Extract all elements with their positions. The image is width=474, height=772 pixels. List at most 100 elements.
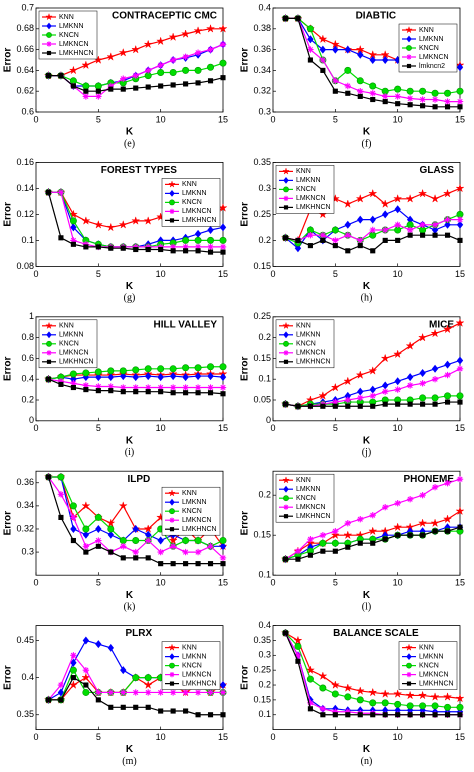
y-axis-label: Error [240, 665, 251, 690]
x-tick-label: 10 [156, 423, 166, 433]
x-tick-label: 0 [270, 269, 275, 279]
legend-label: KNCN [182, 199, 202, 206]
y-tick-label: 0.16 [16, 157, 34, 167]
y-tick-label: 0 [29, 415, 34, 425]
marker-square [158, 708, 164, 714]
marker-square [133, 246, 139, 253]
marker-plus [444, 371, 451, 379]
marker-square [220, 712, 226, 718]
marker-square [432, 232, 438, 238]
marker-circle [456, 392, 464, 400]
marker-plus [169, 672, 175, 678]
marker-square [145, 704, 151, 710]
marker-circle [207, 363, 215, 371]
marker-square [120, 86, 126, 92]
marker-square [282, 235, 289, 241]
marker-square [46, 50, 52, 56]
marker-star [417, 518, 428, 528]
marker-star [168, 535, 178, 545]
marker-diamond [283, 331, 289, 339]
marker-diamond [357, 50, 364, 59]
x-tick-label: 0 [270, 423, 275, 433]
marker-diamond [132, 524, 139, 533]
marker-square [420, 103, 426, 109]
marker-star [430, 328, 440, 338]
legend-label: lmkncn2 [419, 63, 445, 70]
y-tick-label: 0.4 [21, 374, 34, 384]
marker-star [156, 36, 166, 46]
chart-title: PLRX [126, 628, 153, 639]
marker-diamond [406, 373, 414, 382]
marker-diamond [207, 225, 214, 235]
marker-circle [69, 666, 77, 674]
marker-square [145, 246, 151, 253]
legend: KNN LMKNN KNCN LMKNCN LMKHNCN [275, 165, 335, 214]
marker-plus [406, 226, 414, 234]
x-tick-label: 10 [393, 423, 403, 433]
marker-plus [120, 384, 127, 391]
marker-plus [332, 528, 339, 535]
marker-diamond [319, 45, 327, 54]
marker-plus [419, 221, 426, 228]
marker-star [380, 353, 390, 363]
marker-plus [444, 480, 451, 487]
marker-plus [120, 75, 127, 82]
x-axis-label: K [363, 590, 371, 601]
marker-square [282, 630, 289, 636]
marker-star [405, 643, 413, 651]
marker-square [70, 83, 76, 89]
marker-circle [331, 690, 339, 698]
marker-square [108, 86, 114, 92]
x-axis-label: K [363, 435, 371, 446]
marker-plus [406, 54, 412, 60]
panel: 0.1 0.15 0.2 0 5 10 15 K Error (l) PHONEME [240, 470, 465, 612]
marker-circle [82, 688, 90, 696]
marker-square [220, 75, 226, 81]
marker-circle [94, 513, 102, 521]
caption: (i) [125, 447, 134, 458]
marker-star [330, 680, 340, 689]
marker-square [70, 241, 76, 247]
marker-square [95, 388, 101, 394]
marker-plus [219, 243, 227, 251]
marker-circle [144, 365, 152, 373]
y-tick-label: 0.12 [16, 209, 34, 219]
marker-circle [356, 77, 364, 85]
marker-square [83, 88, 89, 94]
marker-square [120, 245, 126, 251]
marker-square [207, 712, 214, 718]
marker-square [320, 67, 326, 73]
legend-label: KNN [59, 323, 74, 330]
marker-circle [169, 68, 177, 76]
x-tick-label: 0 [33, 578, 38, 588]
marker-plus [194, 689, 202, 696]
marker-plus [157, 384, 164, 391]
legend-label: LMKNN [296, 486, 321, 493]
y-axis-label: Error [240, 202, 251, 227]
marker-square [207, 561, 214, 567]
marker-circle [119, 537, 127, 545]
marker-plus [107, 689, 114, 696]
marker-star [305, 665, 316, 675]
marker-square [83, 244, 89, 250]
marker-plus [419, 96, 426, 103]
x-tick-label: 10 [393, 114, 403, 124]
marker-star [106, 52, 116, 61]
chart-title: PHONEME [403, 474, 454, 485]
x-axis-label: K [126, 590, 134, 601]
marker-square [320, 403, 326, 409]
marker-diamond [70, 524, 77, 533]
marker-plus [456, 98, 464, 105]
marker-square [170, 561, 176, 567]
y-tick-label: 0.25 [253, 209, 271, 219]
marker-circle [132, 537, 140, 545]
marker-square [307, 57, 313, 63]
y-tick-label: 0.62 [16, 86, 34, 96]
marker-square [457, 237, 463, 243]
marker-plus [207, 384, 214, 391]
x-tick-label: 15 [455, 114, 465, 124]
marker-diamond [394, 377, 401, 386]
x-axis-label: K [363, 127, 371, 138]
marker-square [45, 73, 52, 79]
marker-circle [219, 236, 227, 244]
